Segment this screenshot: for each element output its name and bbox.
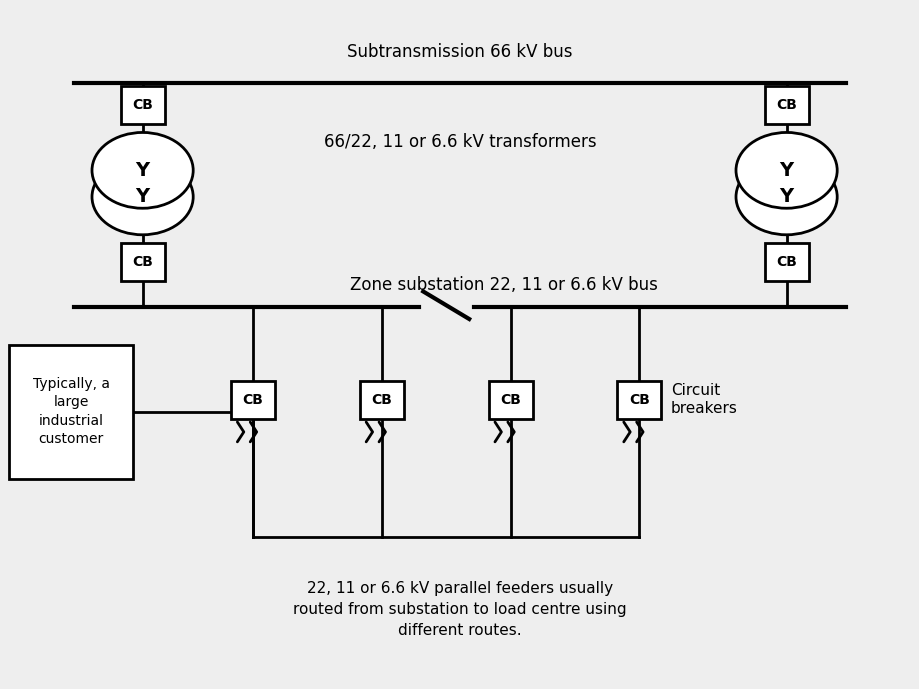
Bar	[120, 86, 165, 124]
Bar	[359, 381, 403, 419]
Text: Y: Y	[135, 187, 150, 207]
Text: CB: CB	[629, 393, 649, 407]
Text: CB: CB	[132, 98, 153, 112]
Text: Zone substation 22, 11 or 6.6 kV bus: Zone substation 22, 11 or 6.6 kV bus	[349, 276, 657, 294]
Text: 66/22, 11 or 6.6 kV transformers: 66/22, 11 or 6.6 kV transformers	[323, 133, 596, 152]
Circle shape	[735, 132, 836, 208]
Bar	[488, 381, 532, 419]
Text: CB: CB	[132, 255, 153, 269]
Text: Y: Y	[778, 161, 793, 180]
Text: 22, 11 or 6.6 kV parallel feeders usually
routed from substation to load centre : 22, 11 or 6.6 kV parallel feeders usuall…	[293, 582, 626, 638]
Text: Y: Y	[778, 187, 793, 207]
Bar	[617, 381, 661, 419]
Bar	[764, 86, 808, 124]
Text: CB: CB	[371, 393, 391, 407]
Text: CB: CB	[243, 393, 263, 407]
Text: Y: Y	[135, 161, 150, 180]
Text: CB: CB	[776, 255, 796, 269]
Circle shape	[735, 159, 836, 235]
Bar	[231, 381, 275, 419]
Text: Typically, a
large
industrial
customer: Typically, a large industrial customer	[33, 377, 109, 446]
Text: Circuit
breakers: Circuit breakers	[670, 383, 737, 416]
Bar	[120, 243, 165, 281]
Text: CB: CB	[776, 98, 796, 112]
Text: CB: CB	[500, 393, 520, 407]
Bar	[9, 344, 133, 479]
Bar	[764, 243, 808, 281]
Text: Subtransmission 66 kV bus: Subtransmission 66 kV bus	[346, 43, 573, 61]
Circle shape	[92, 132, 193, 208]
Circle shape	[92, 159, 193, 235]
